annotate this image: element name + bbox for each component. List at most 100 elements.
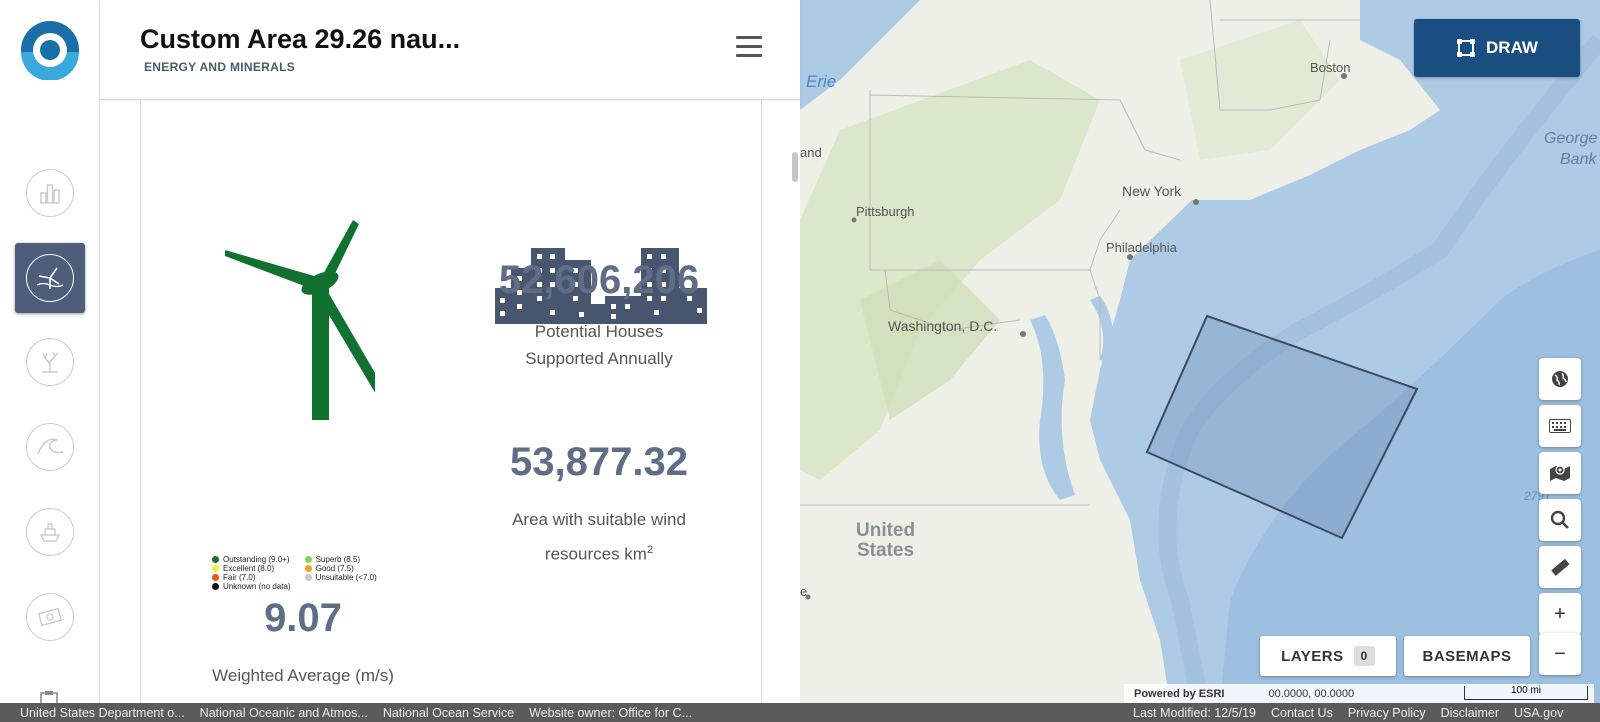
footer-link-contact[interactable]: Contact Us (1271, 705, 1333, 720)
wave-icon (26, 423, 74, 471)
map-label-new-york: New York (1122, 183, 1182, 199)
legend-item: Good (7.5) (304, 564, 377, 573)
report-panel: Custom Area 29.26 nau... ENERGY AND MINE… (100, 0, 800, 703)
legend-label: Unsuitable (<7.0) (315, 573, 377, 582)
ruler-icon[interactable] (1539, 546, 1581, 588)
area-caption-line2: resources km (544, 544, 647, 564)
legend-item: Excellent (8.0) (212, 564, 291, 573)
rail-button-economy[interactable] (15, 582, 85, 652)
draw-button-label: DRAW (1486, 38, 1538, 57)
legend-label: Unknown (no data) (223, 582, 291, 591)
legend-item: Fair (7.0) (212, 573, 291, 582)
legend-swatch (304, 565, 312, 572)
legend-label: Superb (8.5) (315, 555, 361, 564)
map-label-e: e (800, 584, 808, 599)
keyboard-icon[interactable] (1539, 405, 1581, 447)
map-label-erie: Erie (806, 72, 837, 91)
panel-header: Custom Area 29.26 nau... ENERGY AND MINE… (100, 0, 800, 100)
legend-label: Good (7.5) (315, 564, 354, 573)
map-label-states: States (857, 540, 915, 561)
footer-link-doc[interactable]: United States Department o... (20, 705, 185, 720)
houses-value: 52,606,206 (498, 258, 700, 302)
wind-legend: Outstanding (9.0+) Excellent (8.0) Fair … (212, 555, 377, 591)
legend-item: Unsuitable (<7.0) (304, 573, 377, 582)
basemaps-label: BASEMAPS (1422, 647, 1512, 665)
area-value: 53,877.32 (510, 440, 688, 484)
map-label-boston: Boston (1310, 60, 1351, 75)
layers-count-badge: 0 (1353, 646, 1375, 666)
basemap (800, 0, 1600, 703)
area-caption-sup: 2 (646, 544, 654, 556)
footer-link-privacy[interactable]: Privacy Policy (1347, 705, 1426, 720)
houses-caption-line2: Supported Annually (525, 349, 673, 368)
zoom-out-icon[interactable]: − (1539, 633, 1581, 675)
search-icon[interactable] (1539, 499, 1581, 541)
footer-bar: United States Department o... National O… (0, 703, 1600, 722)
chart-icon (26, 169, 74, 217)
coral-icon (26, 338, 74, 386)
zoom-in-icon[interactable]: + (1539, 593, 1581, 635)
legend-swatch (212, 565, 219, 572)
coordinate-readout: 00.0000, 00.0000 (1268, 687, 1355, 700)
scrollbar-thumb[interactable] (792, 152, 798, 182)
weighted-average-value: 9.07 (264, 596, 342, 640)
footer-link-disclaimer[interactable]: Disclaimer (1440, 705, 1499, 720)
legend-item: Outstanding (9.0+) (212, 555, 291, 564)
energy-card: 52,606,206 Potential Houses Supported An… (140, 100, 762, 703)
map-label-philadelphia: Philadelphia (1106, 240, 1177, 255)
map-layers-icon[interactable] (1539, 452, 1581, 494)
rail-button-hazards[interactable] (15, 412, 85, 482)
footer-link-owner[interactable]: Website owner: Office for C... (529, 705, 692, 720)
scale-bar: 100 mi (1464, 686, 1588, 700)
map-label-georges: George (1544, 130, 1598, 147)
legend-swatch (212, 556, 219, 563)
esri-attribution[interactable]: Powered by ESRI (1134, 687, 1225, 700)
buildings-icon (495, 248, 707, 329)
wind-turbine-icon (225, 220, 381, 425)
houses-caption-line1: Potential Houses (534, 322, 664, 341)
footer-link-nos[interactable]: National Ocean Service (382, 705, 515, 720)
hamburger-menu-icon[interactable] (736, 36, 762, 60)
ship-icon (26, 508, 74, 556)
map-label-pittsburgh: Pittsburgh (856, 204, 915, 219)
basemaps-button[interactable]: BASEMAPS (1404, 636, 1530, 676)
map-view[interactable]: Erie Boston George Bank New York Pittsbu… (800, 0, 1600, 703)
custom-area-polygon[interactable] (1145, 314, 1419, 540)
rail-button-transport[interactable] (15, 497, 85, 567)
rail-button-energy[interactable] (15, 243, 85, 313)
layers-label: LAYERS (1281, 647, 1344, 665)
money-icon (26, 593, 74, 641)
legend-label: Outstanding (9.0+) (223, 555, 290, 564)
logo-icon[interactable] (20, 20, 80, 81)
legend-swatch (212, 574, 219, 581)
page-title: Custom Area 29.26 nau... (140, 24, 461, 54)
legend-swatch (304, 574, 312, 581)
map-label-bank: Bank (1560, 151, 1597, 168)
icon-rail (0, 0, 100, 704)
layers-button[interactable]: LAYERS 0 (1260, 636, 1396, 676)
draw-button[interactable]: DRAW (1414, 19, 1580, 77)
weighted-average-caption: Weighted Average (m/s) (212, 666, 394, 685)
map-label-washington: Washington, D.C. (888, 318, 998, 334)
page-subtitle: ENERGY AND MINERALS (144, 60, 296, 74)
legend-swatch (212, 583, 219, 590)
wind-energy-icon (26, 254, 74, 302)
area-caption: Area with suitable wind resources km2 (469, 504, 729, 570)
footer-link-noaa[interactable]: National Oceanic and Atmos... (199, 705, 368, 720)
footer-last-modified: Last Modified: 12/5/19 (1133, 705, 1256, 720)
legend-label: Fair (7.0) (223, 573, 256, 582)
area-caption-line1: Area with suitable wind (512, 510, 686, 529)
rail-button-data[interactable] (15, 158, 85, 228)
map-label-united: United (856, 520, 916, 541)
legend-item: Unknown (no data) (212, 582, 291, 591)
rail-button-habitat[interactable] (15, 327, 85, 397)
draw-shape-icon (1457, 39, 1476, 57)
footer-link-usagov[interactable]: USA.gov (1513, 705, 1564, 720)
houses-caption: Potential Houses Supported Annually (469, 318, 729, 372)
globe-icon[interactable] (1539, 358, 1581, 400)
legend-item: Superb (8.5) (304, 555, 377, 564)
clipboard-icon[interactable] (38, 690, 60, 704)
legend-label: Excellent (8.0) (223, 564, 275, 573)
legend-swatch (304, 556, 312, 563)
map-label-land: and (800, 145, 822, 160)
